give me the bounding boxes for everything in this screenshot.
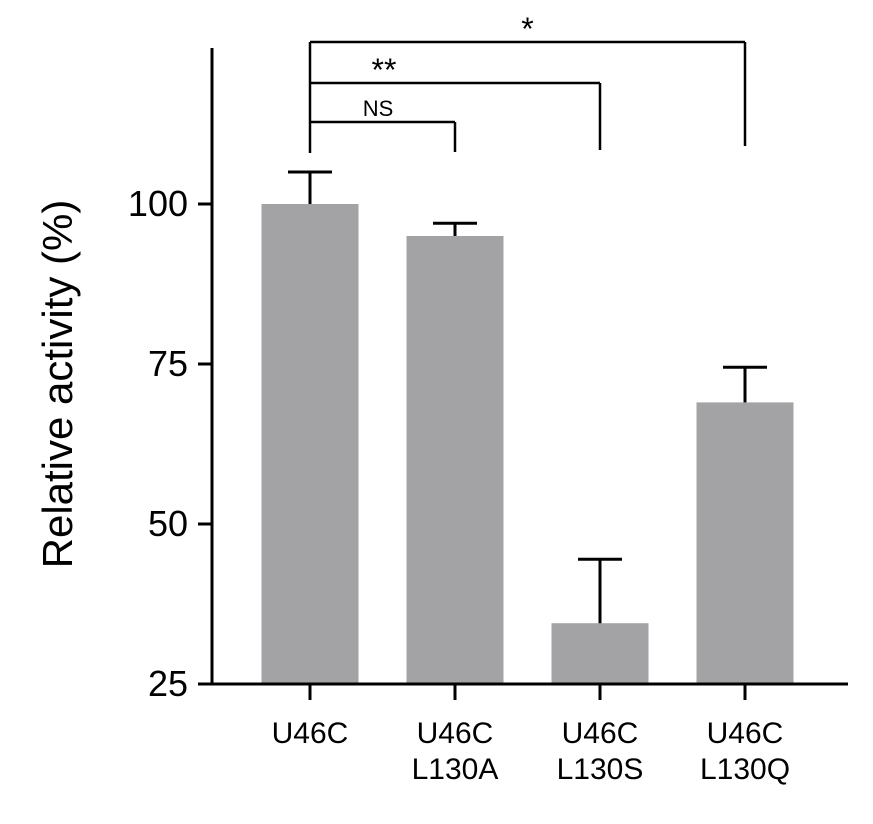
y-tick-label: 25 (148, 663, 188, 704)
y-axis-label: Relative activity (%) (34, 200, 81, 569)
y-tick-label: 50 (148, 503, 188, 544)
x-tick-label: L130S (557, 753, 644, 786)
bars-group (261, 204, 794, 684)
x-tick-label: U46C (272, 717, 349, 750)
x-tick-label: L130Q (700, 753, 790, 786)
axes-group (210, 48, 848, 686)
y-tick-label: 100 (128, 183, 188, 224)
significance-brackets-group: NS*** (308, 11, 747, 153)
x-tick-label: U46C (562, 717, 639, 750)
significance-label-0: NS (363, 96, 394, 121)
y-tick-label: 75 (148, 343, 188, 384)
significance-label-1: ** (372, 52, 397, 88)
bar-0 (261, 204, 359, 684)
x-tick-label: U46C (707, 717, 784, 750)
y-ticks-group: 25 50 75 100 (128, 183, 212, 704)
bar-2 (551, 623, 649, 684)
error-bars-group (288, 170, 767, 624)
x-tick-label: L130A (412, 753, 499, 786)
bar-3 (696, 402, 794, 684)
bar-1 (406, 236, 504, 684)
significance-label-2: * (521, 11, 533, 47)
x-tick-label: U46C (417, 717, 494, 750)
